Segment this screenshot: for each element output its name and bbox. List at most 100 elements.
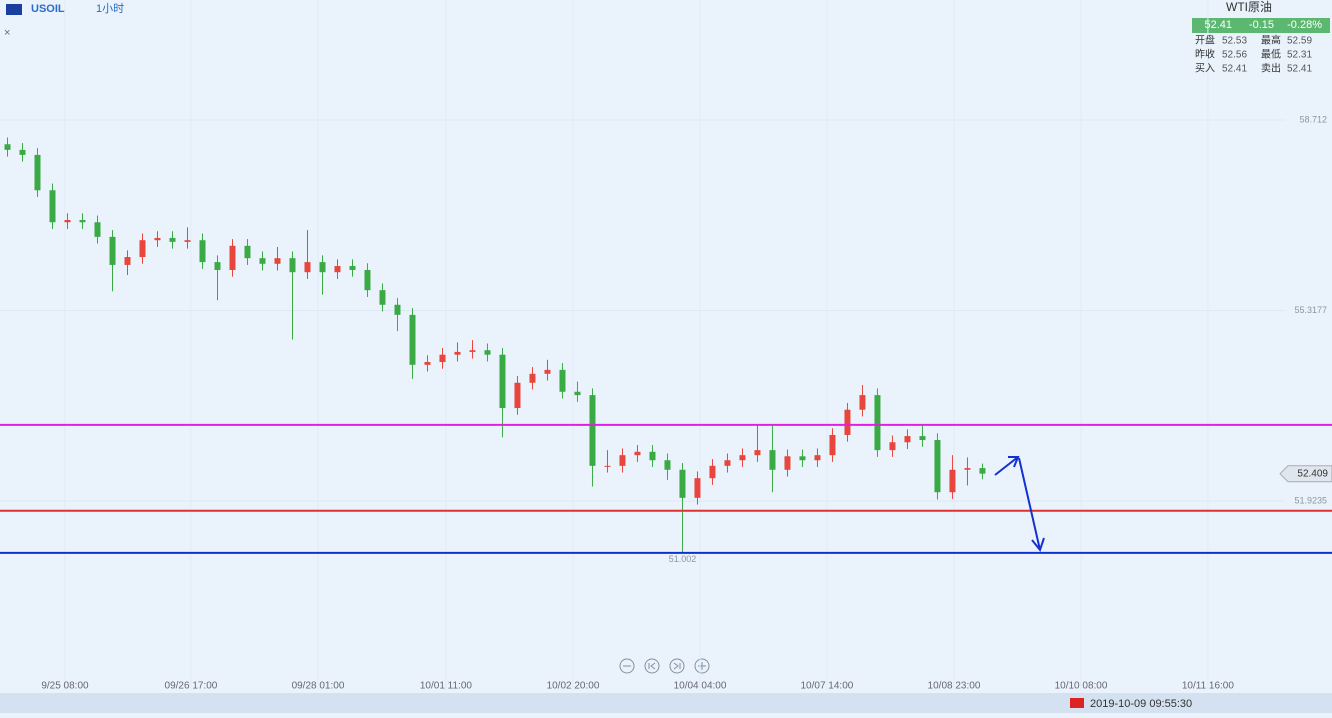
candle-body xyxy=(349,266,356,270)
candle-body xyxy=(949,469,956,493)
candle-body xyxy=(289,258,296,273)
candle-body xyxy=(34,154,41,191)
candle-body xyxy=(589,395,596,466)
candle-body xyxy=(979,468,986,474)
candle-body xyxy=(694,478,701,498)
candle-body xyxy=(814,455,821,461)
candle-body xyxy=(79,220,86,223)
candle-body xyxy=(574,391,581,396)
candle-body xyxy=(934,440,941,493)
quote-change-pct: -0.28% xyxy=(1287,19,1322,31)
symbol-icon xyxy=(6,4,22,15)
candle-body xyxy=(19,149,26,155)
candle-body xyxy=(319,262,326,273)
candle-body xyxy=(739,455,746,461)
quote-value: 52.41 xyxy=(1287,64,1312,75)
symbol[interactable]: USOIL xyxy=(31,3,65,15)
quote-label: 昨收 xyxy=(1195,48,1215,61)
candle-body xyxy=(679,469,686,498)
quote-value: 52.41 xyxy=(1222,64,1247,75)
candle-body xyxy=(499,354,506,409)
candle-body xyxy=(304,262,311,273)
status-time: 2019-10-09 09:55:30 xyxy=(1090,698,1192,710)
quote-value: 52.31 xyxy=(1287,50,1312,61)
candle-body xyxy=(394,304,401,315)
candle-body xyxy=(559,369,566,392)
candle-body xyxy=(94,222,101,237)
interval[interactable]: 1小时 xyxy=(96,2,124,15)
projection-arrow xyxy=(994,456,1045,553)
candle-body xyxy=(244,245,251,259)
candle-body xyxy=(634,451,641,456)
quote-label: 最低 xyxy=(1261,48,1281,61)
candle-body xyxy=(439,354,446,363)
candle-body xyxy=(124,257,131,265)
candle-body xyxy=(379,290,386,305)
background xyxy=(0,0,1332,693)
candle-body xyxy=(799,456,806,461)
candle-body xyxy=(259,258,266,264)
price-tag xyxy=(1279,465,1332,483)
candle-body xyxy=(724,460,731,466)
candle-body xyxy=(154,237,161,241)
candle-body xyxy=(274,258,281,264)
nav-buttons[interactable] xyxy=(619,658,710,674)
candle-body xyxy=(424,362,431,365)
candle-body xyxy=(664,460,671,470)
quote-box xyxy=(1192,18,1330,33)
quote-label: 最高 xyxy=(1261,34,1281,47)
candle-body xyxy=(769,450,776,470)
quote-label: 卖出 xyxy=(1261,62,1281,75)
candle-body xyxy=(874,395,881,451)
candle-body xyxy=(919,436,926,441)
candle-body xyxy=(454,351,461,355)
quote-name: WTI原油 xyxy=(1226,0,1272,14)
close-icon[interactable]: × xyxy=(4,27,10,39)
candle-body xyxy=(469,350,476,352)
quote-price: 52.41 xyxy=(1204,19,1232,31)
candle-body xyxy=(334,266,341,273)
candle-body xyxy=(649,451,656,461)
candle-body xyxy=(709,465,716,479)
candle-body xyxy=(484,350,491,355)
candle-body xyxy=(904,436,911,443)
candle-body xyxy=(844,409,851,435)
low-label: 51.002 xyxy=(669,554,697,564)
quote-label: 买入 xyxy=(1195,63,1215,75)
quote-value: 52.59 xyxy=(1287,36,1312,47)
x-tick-label: 9/25 08:00 xyxy=(41,681,89,692)
candle-body xyxy=(229,245,236,270)
x-tick-label: 10/07 14:00 xyxy=(801,681,854,692)
candle-body xyxy=(859,395,866,410)
candle-body xyxy=(139,240,146,258)
quote-change: -0.15 xyxy=(1249,19,1274,31)
candle-body xyxy=(529,373,536,383)
candle-body xyxy=(199,240,206,263)
candle-body xyxy=(64,220,71,223)
candle-body xyxy=(964,468,971,470)
candle-body xyxy=(784,456,791,470)
quote-value: 52.56 xyxy=(1222,50,1247,61)
candle-body xyxy=(889,442,896,451)
candle-body xyxy=(49,190,56,223)
x-tick-label: 10/04 04:00 xyxy=(674,681,727,692)
y-tick-label: 55.3177 xyxy=(1294,305,1327,315)
quote-value: 52.53 xyxy=(1222,36,1247,47)
quote-label: 开盘 xyxy=(1195,34,1215,47)
last-price: 52.409 xyxy=(1297,468,1328,479)
candle-body xyxy=(4,144,11,150)
candle-body xyxy=(619,455,626,466)
x-tick-label: 09/26 17:00 xyxy=(165,681,218,692)
flag xyxy=(1070,698,1084,708)
x-tick-label: 10/11 16:00 xyxy=(1182,681,1235,692)
candle-body xyxy=(604,465,611,467)
candle-body xyxy=(169,237,176,242)
x-tick-label: 10/10 08:00 xyxy=(1055,681,1108,692)
y-tick-label: 51.9235 xyxy=(1294,495,1327,505)
candle-body xyxy=(214,262,221,270)
x-tick-label: 10/01 11:00 xyxy=(420,681,473,692)
candle-body xyxy=(544,369,551,374)
x-tick-label: 10/02 20:00 xyxy=(547,681,600,692)
